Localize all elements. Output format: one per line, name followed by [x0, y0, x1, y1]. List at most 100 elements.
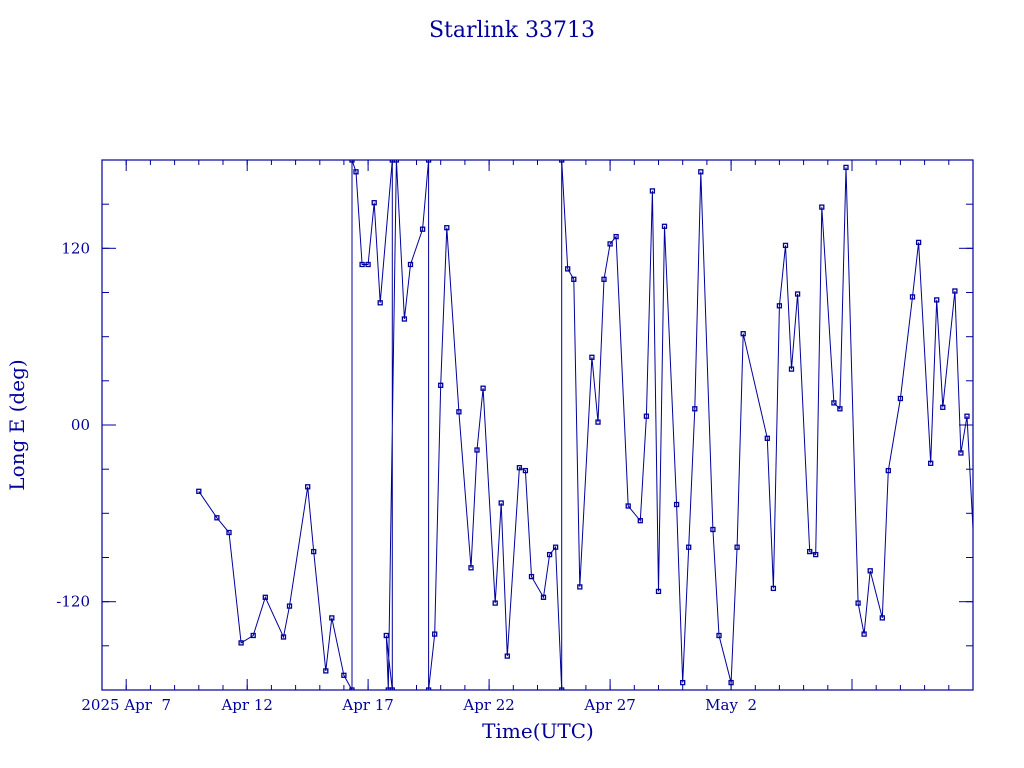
data-point — [680, 679, 686, 686]
data-point — [401, 316, 408, 322]
data-point — [341, 672, 347, 678]
data-point — [492, 600, 498, 606]
data-point — [915, 239, 922, 246]
data-point — [329, 615, 335, 621]
series-line — [198, 160, 973, 690]
data-point — [843, 164, 849, 171]
data-point — [528, 573, 535, 580]
data-point — [716, 632, 722, 639]
data-point — [419, 226, 426, 232]
data-point — [559, 160, 565, 163]
data-point — [432, 631, 438, 637]
data-point — [438, 382, 444, 388]
data-point — [559, 687, 565, 690]
data-point — [807, 548, 813, 555]
y-tick-label: 00 — [71, 416, 90, 434]
data-point — [286, 603, 293, 609]
axis-ticks — [102, 160, 973, 690]
data-point — [577, 584, 583, 590]
data-point — [305, 484, 311, 490]
data-point — [909, 294, 916, 300]
data-point — [589, 354, 595, 360]
data-point — [728, 679, 734, 686]
series — [196, 160, 1023, 690]
data-point — [643, 413, 650, 419]
data-point — [407, 261, 414, 268]
data-point — [480, 385, 486, 391]
data-point — [686, 544, 692, 550]
data-point — [964, 413, 970, 419]
data-point — [250, 632, 256, 639]
data-point — [214, 515, 220, 521]
y-tick-label: 120 — [61, 239, 90, 257]
data-point — [498, 500, 504, 506]
data-point — [995, 263, 999, 267]
data-point — [637, 518, 643, 524]
plot-area: 2025 Apr 7 Apr 12 Apr 17 Apr 22 Apr 27 May 2 1… — [56, 159, 1023, 714]
data-point — [571, 276, 577, 282]
data-point — [831, 400, 837, 406]
data-point — [649, 188, 656, 194]
y-axis-label: Long E (deg) — [5, 359, 29, 490]
data-point — [794, 291, 801, 297]
data-point — [776, 303, 783, 309]
data-point — [504, 653, 510, 659]
data-point — [958, 450, 964, 456]
data-point — [385, 687, 391, 690]
data-point — [607, 241, 613, 247]
data-point — [595, 419, 601, 425]
data-point — [377, 300, 383, 306]
data-point — [819, 204, 825, 210]
data-point — [698, 169, 704, 175]
data-point — [673, 501, 680, 508]
data-point — [444, 225, 450, 231]
data-point — [540, 594, 547, 600]
data-point — [552, 544, 559, 550]
y-tick-label: -120 — [56, 593, 90, 611]
data-point — [565, 266, 571, 272]
data-point — [196, 488, 202, 494]
x-axis-label: Time(UTC) — [482, 719, 594, 743]
data-point — [238, 640, 244, 646]
data-point — [770, 585, 777, 592]
data-point — [280, 634, 287, 640]
data-point — [837, 406, 843, 412]
data-point — [353, 169, 359, 175]
data-point — [710, 526, 716, 533]
data-point — [855, 600, 861, 606]
data-point — [365, 261, 371, 268]
data-point — [740, 331, 746, 337]
data-point — [655, 588, 662, 595]
data-point — [1007, 266, 1011, 270]
x-tick-label: Apr 17 — [341, 696, 393, 714]
data-point — [516, 465, 523, 471]
data-point — [474, 447, 480, 453]
data-point — [601, 276, 607, 282]
data-point — [692, 406, 698, 412]
data-point — [879, 615, 885, 621]
data-point — [861, 631, 867, 637]
data-point — [885, 467, 891, 474]
data-point — [359, 261, 365, 268]
data-point — [940, 404, 946, 410]
data-point — [867, 568, 873, 574]
data-point — [226, 529, 232, 536]
data-point — [788, 366, 795, 372]
data-point — [983, 514, 987, 518]
data-point — [928, 460, 934, 466]
data-point — [977, 639, 981, 643]
data-point — [311, 548, 317, 555]
chart-title: Starlink 33713 — [429, 18, 595, 43]
data-point — [389, 160, 395, 163]
data-point — [934, 297, 940, 303]
data-point — [625, 503, 631, 509]
data-point — [349, 687, 355, 690]
data-point — [425, 160, 432, 163]
data-point — [1019, 601, 1023, 605]
x-tick-label: Apr 22 — [462, 696, 514, 714]
plot-frame — [101, 159, 974, 691]
tick-labels: 2025 Apr 7 Apr 12 Apr 17 Apr 22 Apr 27 May 2 1… — [56, 239, 757, 714]
data-point — [546, 551, 553, 558]
data-point — [468, 565, 474, 571]
